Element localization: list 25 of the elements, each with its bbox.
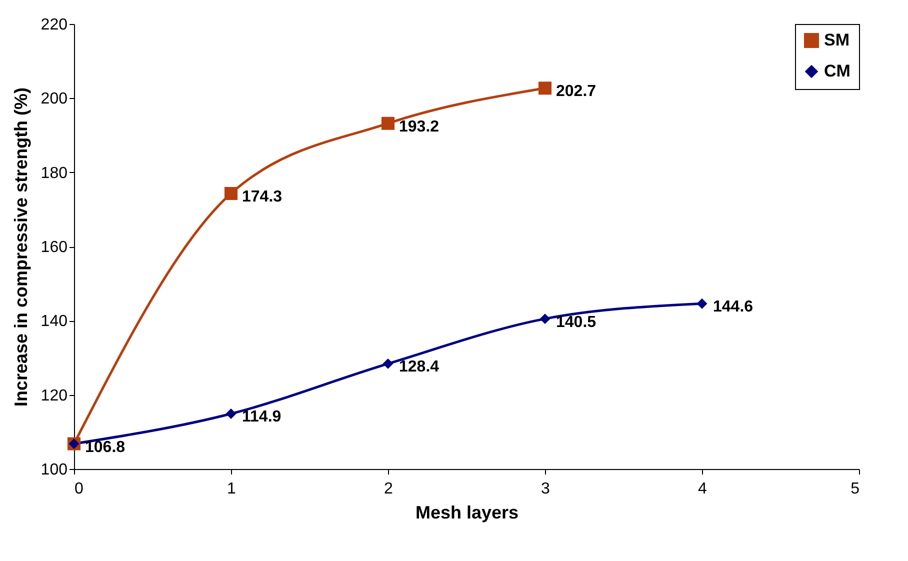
data-label: 202.7	[556, 83, 596, 100]
x-tick-label: 2	[384, 480, 394, 498]
y-axis-title: Increase in compressive strength (%)	[10, 87, 31, 407]
data-label: 140.5	[556, 314, 596, 331]
data-label: 114.9	[242, 408, 282, 426]
x-tick-label: 3	[541, 480, 550, 498]
x-tick-label: 0	[74, 480, 84, 498]
x-tick-label: 5	[850, 480, 860, 498]
data-label: 144.6	[713, 298, 754, 316]
y-tick-label: 200	[40, 90, 68, 108]
x-tick-label: 4	[698, 480, 708, 498]
y-tick-label: 160	[40, 239, 68, 256]
x-axis-title: Mesh layers	[415, 502, 519, 522]
x-tick-label: 1	[227, 480, 236, 498]
y-tick-label: 180	[40, 164, 68, 182]
data-label: 106.8	[85, 438, 126, 456]
y-tick-label: 120	[40, 387, 68, 404]
data-label: 174.3	[242, 188, 282, 206]
y-tick-label: 100	[40, 462, 68, 478]
y-tick-label: 220	[40, 16, 68, 34]
data-label: 128.4	[399, 358, 440, 376]
legend-label: SM	[824, 30, 850, 50]
y-tick-label: 140	[40, 313, 68, 330]
data-label: 193.2	[399, 118, 440, 136]
legend-label: CM	[824, 62, 850, 80]
